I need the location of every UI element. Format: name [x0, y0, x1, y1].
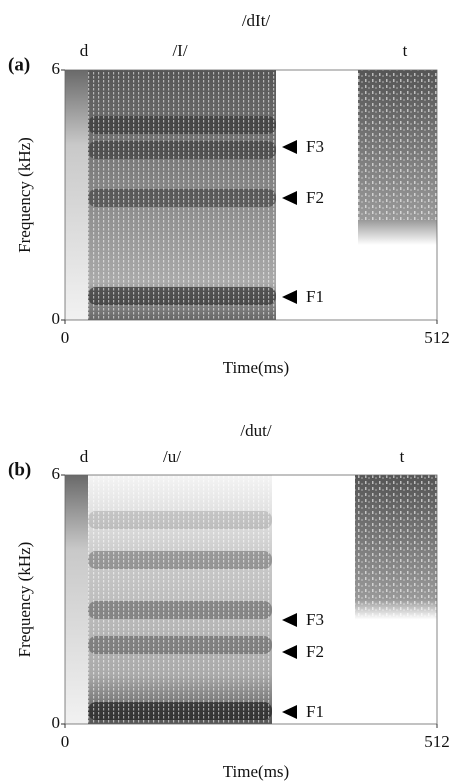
panel-label: (b) — [8, 459, 31, 480]
y-tick-label: 6 — [52, 59, 61, 78]
formant-arrow — [282, 191, 297, 205]
plot-frame — [64, 69, 438, 321]
x-axis-label: Time(ms) — [223, 762, 289, 781]
formant-arrow — [282, 645, 297, 659]
y-axis-label: Frequency (kHz) — [15, 137, 34, 253]
panel-title: /dut/ — [240, 421, 271, 440]
striations — [88, 70, 276, 320]
formant-label: F1 — [306, 702, 324, 721]
segment-label: /u/ — [163, 447, 181, 466]
segment-label: t — [400, 447, 405, 466]
panel: (a) /dIt/d/I/t F3 F2 F1 0 512 0 6 Time(ms) Frequen… — [8, 11, 450, 377]
stop-noise — [355, 475, 437, 625]
panel-label: (a) — [8, 54, 30, 75]
segment-label: /I/ — [172, 41, 187, 60]
segment-label: d — [80, 41, 89, 60]
burst — [65, 70, 88, 320]
y-tick-label: 6 — [52, 464, 61, 483]
formant-label: F2 — [306, 642, 324, 661]
formant-arrow — [282, 140, 297, 154]
plot-frame — [64, 474, 438, 725]
panel-title: /dIt/ — [242, 11, 271, 30]
burst — [65, 475, 88, 724]
panel: (b) /dut/d/u/t F3 F2 F1 0 512 0 6 Time(ms) Frequen… — [8, 421, 450, 781]
x-tick-label: 512 — [424, 328, 450, 347]
stop-noise — [358, 70, 437, 220]
striations — [88, 475, 272, 724]
formant-label: F1 — [306, 287, 324, 306]
x-tick-label: 0 — [61, 732, 70, 751]
segment-label: t — [403, 41, 408, 60]
formant-label: F2 — [306, 188, 324, 207]
x-tick-label: 512 — [424, 732, 450, 751]
y-tick-label: 0 — [52, 713, 61, 732]
formant-arrow — [282, 705, 297, 719]
segment-label: d — [80, 447, 89, 466]
x-tick-label: 0 — [61, 328, 70, 347]
x-axis-label: Time(ms) — [223, 358, 289, 377]
formant-arrow — [282, 613, 297, 627]
formant-arrow — [282, 290, 297, 304]
y-axis-label: Frequency (kHz) — [15, 542, 34, 658]
formant-label: F3 — [306, 610, 324, 629]
y-tick-label: 0 — [52, 309, 61, 328]
formant-label: F3 — [306, 137, 324, 156]
